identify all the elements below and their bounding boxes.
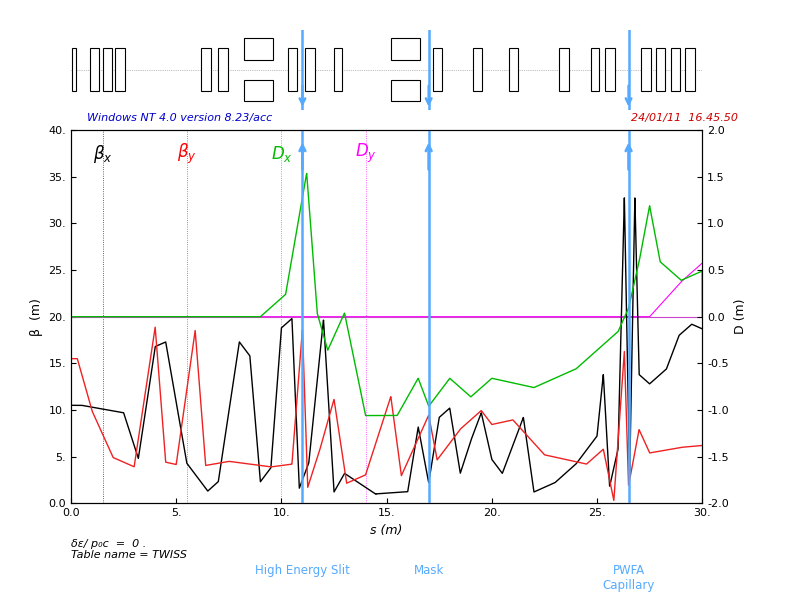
Text: $D_y$: $D_y$: [355, 142, 376, 165]
Text: 24/01/11  16.45.50: 24/01/11 16.45.50: [631, 113, 739, 123]
Bar: [391, 38, 421, 60]
Bar: [90, 48, 99, 91]
Bar: [605, 48, 615, 91]
X-axis label: s (m): s (m): [370, 523, 403, 536]
Bar: [72, 48, 77, 91]
Bar: [244, 38, 273, 60]
Bar: [686, 48, 695, 91]
Bar: [244, 79, 273, 101]
Bar: [656, 48, 665, 91]
Bar: [288, 48, 297, 91]
Bar: [591, 48, 599, 91]
Bar: [559, 48, 569, 91]
Y-axis label: D (m): D (m): [735, 299, 747, 334]
Bar: [115, 48, 125, 91]
Text: Mask: Mask: [413, 564, 444, 577]
Bar: [219, 48, 228, 91]
Bar: [334, 48, 342, 91]
Bar: [509, 48, 518, 91]
Bar: [473, 48, 482, 91]
Text: High Energy Slit: High Energy Slit: [255, 564, 350, 577]
Text: $D_x$: $D_x$: [271, 143, 292, 163]
Bar: [433, 48, 443, 91]
Text: δε/ p₀c  =  0 .
Table name = TWISS: δε/ p₀c = 0 . Table name = TWISS: [71, 539, 187, 560]
Bar: [305, 48, 315, 91]
Text: Windows NT 4.0 version 8.23/acc: Windows NT 4.0 version 8.23/acc: [87, 113, 272, 123]
Y-axis label: β  (m): β (m): [30, 298, 43, 336]
Bar: [671, 48, 680, 91]
Bar: [391, 79, 421, 101]
Text: PWFA
Capillary: PWFA Capillary: [602, 564, 655, 592]
Bar: [201, 48, 211, 91]
Bar: [641, 48, 651, 91]
Text: $\beta_x$: $\beta_x$: [93, 143, 112, 165]
Text: $\beta_y$: $\beta_y$: [177, 141, 196, 166]
Bar: [103, 48, 112, 91]
